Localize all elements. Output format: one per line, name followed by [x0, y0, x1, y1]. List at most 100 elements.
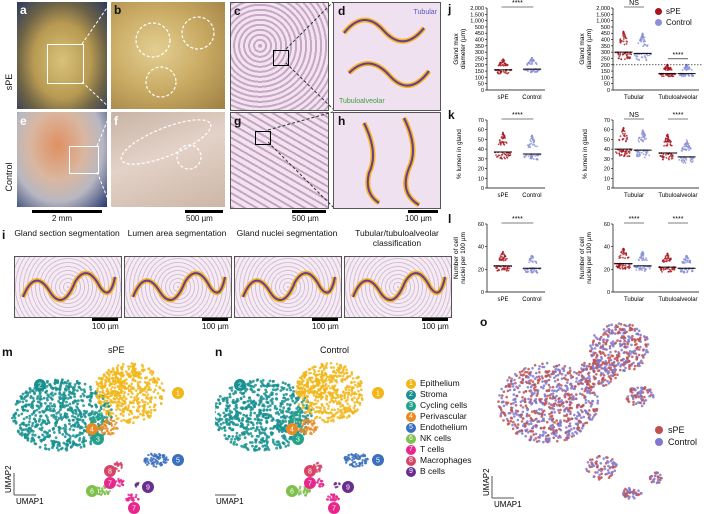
umap-point	[278, 445, 282, 449]
umap-point	[354, 455, 357, 458]
umap-point	[563, 438, 566, 442]
umap-point	[589, 388, 593, 392]
data-point	[628, 53, 630, 55]
umap-point	[275, 443, 279, 447]
umap-point	[68, 406, 72, 409]
umap-point	[31, 396, 35, 400]
umap-point	[76, 389, 79, 392]
data-point	[673, 268, 676, 271]
umap-point	[125, 397, 128, 401]
umap-point	[559, 408, 562, 412]
umap-point	[96, 394, 99, 398]
data-point	[524, 154, 527, 157]
umap-point	[121, 390, 124, 393]
umap-point	[542, 386, 545, 390]
umap-point	[283, 425, 287, 428]
umap-point	[141, 413, 145, 417]
legend-spe: sPE	[666, 7, 681, 16]
umap-point	[316, 373, 319, 377]
umap-point	[282, 434, 286, 437]
umap-point	[129, 390, 133, 393]
umap-point	[98, 409, 101, 413]
y-axis-label: Gland maxdiameter (µm)	[579, 29, 593, 70]
data-point	[681, 69, 684, 71]
umap-point	[531, 393, 534, 397]
umap-point	[149, 460, 153, 463]
umap-point	[298, 414, 301, 417]
umap-point	[90, 405, 94, 408]
scalebar-label-i: 100 µm	[92, 322, 119, 331]
umap-point	[98, 424, 101, 428]
umap-point	[306, 418, 309, 422]
photo-control-tissue	[17, 112, 107, 207]
umap-point	[66, 438, 70, 442]
umap-point	[556, 373, 560, 377]
data-point	[496, 269, 499, 272]
umap-point	[563, 395, 567, 399]
umap-point	[90, 392, 94, 396]
umap-point	[310, 419, 313, 422]
umap-point	[322, 483, 325, 487]
umap-point	[310, 391, 313, 394]
umap-point	[158, 396, 162, 399]
y-tick-label: 1,500	[470, 12, 484, 18]
umap-point	[289, 418, 292, 421]
umap-point	[529, 429, 532, 433]
umap-point	[150, 378, 153, 381]
umap-point	[158, 387, 162, 390]
legend-dot-spe	[655, 8, 662, 15]
data-point	[622, 150, 625, 152]
y-tick-label: 100	[601, 75, 610, 81]
umap-point	[531, 410, 534, 413]
umap-point	[69, 409, 72, 412]
umap-point	[118, 395, 122, 398]
umap-point	[71, 400, 75, 404]
umap-point	[587, 400, 590, 403]
panel-label-d: d	[338, 4, 346, 18]
umap-point	[67, 393, 71, 397]
umap-point	[524, 422, 527, 425]
umap-point	[532, 425, 535, 428]
umap-point	[98, 390, 102, 394]
umap-point	[302, 386, 305, 390]
y-tick-label: 2,000	[596, 6, 610, 12]
umap-point	[528, 382, 532, 385]
umap-point	[236, 397, 239, 401]
umap-point	[293, 401, 297, 405]
umap-point	[556, 368, 560, 371]
umap-point	[38, 410, 42, 414]
umap-point	[133, 396, 136, 399]
umap-point	[125, 420, 129, 424]
umap-point	[301, 389, 304, 392]
umap-point	[130, 362, 134, 365]
umap-point	[282, 442, 286, 445]
umap-point	[229, 440, 233, 444]
umap-point	[30, 424, 34, 428]
umap-point	[51, 394, 55, 397]
data-point	[619, 256, 622, 259]
umap-point	[31, 421, 35, 425]
data-point	[643, 270, 646, 272]
umap-point	[147, 397, 150, 400]
umap-point	[283, 416, 287, 420]
umap-point	[51, 444, 55, 448]
umap-point	[260, 431, 264, 435]
umap-point	[564, 374, 567, 377]
segmentation-image	[344, 256, 452, 318]
umap-point	[31, 430, 35, 433]
data-point	[618, 266, 621, 269]
umap-point	[360, 454, 363, 457]
umap-point	[227, 406, 230, 410]
data-point	[684, 259, 687, 261]
umap-point	[570, 393, 573, 396]
umap-point	[115, 408, 118, 411]
umap-point	[239, 424, 243, 428]
data-point	[532, 69, 535, 72]
umap-point	[519, 400, 523, 404]
umap-point	[566, 371, 570, 374]
umap-point	[309, 404, 313, 407]
umap-point	[333, 379, 337, 382]
umap-point	[317, 369, 320, 373]
umap-point	[342, 415, 346, 419]
umap-point	[142, 407, 146, 411]
